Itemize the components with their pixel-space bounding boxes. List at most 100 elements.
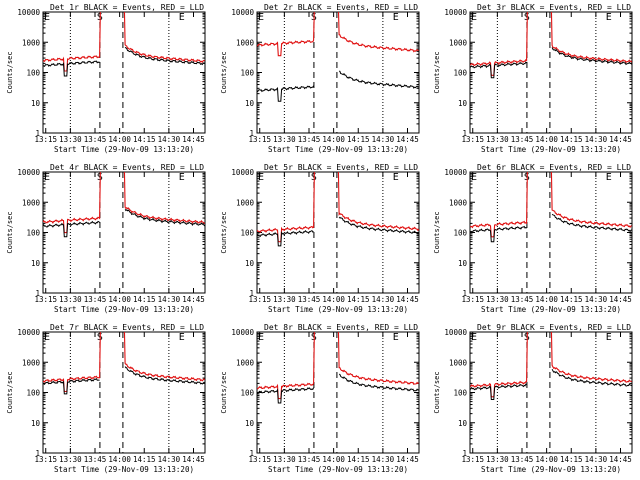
- x-tick-label: 14:30: [158, 135, 181, 144]
- y-tick-label: 10: [458, 419, 468, 428]
- x-tick-label: 14:00: [108, 295, 131, 304]
- x-tick-label: 13:15: [461, 295, 484, 304]
- panel-title: Det 3r BLACK = Events, RED = LLD: [477, 3, 631, 12]
- x-tick-label: 13:30: [273, 455, 296, 464]
- y-axis-label: Counts/sec: [220, 371, 228, 413]
- x-tick-label: 13:30: [486, 455, 509, 464]
- detector-panel: Det 4r BLACK = Events, RED = LLD Counts/s…: [6, 163, 206, 314]
- series-lld: [470, 172, 632, 238]
- x-tick-label: 13:45: [84, 295, 107, 304]
- panel-title: Det 5r BLACK = Events, RED = LLD: [264, 163, 418, 172]
- x-tick-label: 13:15: [461, 135, 484, 144]
- y-tick-label: 10: [458, 99, 468, 108]
- y-tick-label: 1000: [449, 38, 468, 47]
- y-tick-label: 10: [31, 259, 41, 268]
- left-marker: E: [258, 172, 264, 183]
- left-marker: E: [258, 12, 264, 23]
- detector-panel: Det 8r BLACK = Events, RED = LLD Counts/s…: [220, 323, 420, 474]
- x-tick-label: 14:00: [322, 295, 345, 304]
- x-tick-label: 13:15: [34, 135, 57, 144]
- y-axis-label: Counts/sec: [6, 211, 14, 253]
- y-tick-label: 1000: [449, 358, 468, 367]
- x-tick-label: 13:30: [486, 135, 509, 144]
- detector-panel: Det 9r BLACK = Events, RED = LLD Counts/s…: [433, 323, 633, 474]
- y-tick-label: 1000: [236, 358, 255, 367]
- y-tick-label: 10: [245, 99, 255, 108]
- y-tick-label: 100: [26, 389, 40, 398]
- x-tick-label: 14:30: [372, 295, 395, 304]
- y-tick-label: 1: [249, 129, 254, 138]
- x-tick-label: 14:00: [322, 455, 345, 464]
- y-tick-label: 1000: [22, 198, 41, 207]
- y-axis-label: Counts/sec: [220, 51, 228, 93]
- y-tick-label: 100: [26, 69, 40, 78]
- x-tick-label: 14:45: [609, 295, 632, 304]
- y-tick-label: 100: [453, 69, 467, 78]
- end-marker: E: [393, 332, 399, 343]
- y-axis-label: Counts/sec: [6, 371, 14, 413]
- x-tick-label: 14:45: [609, 455, 632, 464]
- detector-panel: Det 2r BLACK = Events, RED = LLD Counts/s…: [220, 3, 420, 154]
- y-tick-label: 10000: [444, 168, 467, 177]
- x-tick-label: 14:15: [560, 295, 583, 304]
- end-marker: E: [393, 172, 399, 183]
- panel-title: Det 2r BLACK = Events, RED = LLD: [264, 3, 418, 12]
- x-axis-label: Start Time (29-Nov-09 13:13:20): [54, 465, 194, 474]
- left-marker: E: [44, 12, 50, 23]
- x-tick-label: 13:45: [511, 135, 534, 144]
- y-axis-label: Counts/sec: [433, 371, 441, 413]
- detector-panel: Det 7r BLACK = Events, RED = LLD Counts/s…: [6, 323, 206, 474]
- x-tick-label: 14:45: [396, 455, 419, 464]
- left-marker: E: [471, 172, 477, 183]
- x-tick-label: 14:30: [585, 295, 608, 304]
- x-tick-label: 13:45: [511, 455, 534, 464]
- y-tick-label: 100: [240, 69, 254, 78]
- x-tick-label: 13:15: [461, 455, 484, 464]
- x-tick-label: 13:30: [273, 295, 296, 304]
- series-lld: [43, 332, 205, 393]
- end-marker: E: [179, 332, 185, 343]
- detector-panel: Det 3r BLACK = Events, RED = LLD Counts/s…: [433, 3, 633, 154]
- x-tick-label: 13:30: [273, 135, 296, 144]
- x-tick-label: 14:45: [182, 295, 205, 304]
- y-tick-label: 1: [35, 129, 40, 138]
- x-tick-label: 14:00: [535, 455, 558, 464]
- y-tick-label: 100: [453, 229, 467, 238]
- y-tick-label: 100: [240, 389, 254, 398]
- series-lld: [257, 332, 419, 400]
- series-lld: [470, 12, 632, 76]
- y-tick-label: 1: [462, 289, 467, 298]
- x-tick-label: 14:15: [347, 455, 370, 464]
- series-events: [470, 213, 632, 243]
- series-events: [470, 368, 632, 400]
- detector-panel: Det 1r BLACK = Events, RED = LLD Counts/s…: [6, 3, 206, 154]
- detector-panel: Det 5r BLACK = Events, RED = LLD Counts/s…: [220, 163, 420, 314]
- x-tick-label: 14:30: [585, 135, 608, 144]
- end-marker: E: [179, 172, 185, 183]
- y-tick-label: 1: [35, 289, 40, 298]
- left-marker: E: [471, 332, 477, 343]
- y-tick-label: 10: [31, 419, 41, 428]
- series-events: [43, 209, 205, 238]
- x-tick-label: 14:45: [182, 135, 205, 144]
- x-tick-label: 14:15: [133, 455, 156, 464]
- left-marker: E: [44, 172, 50, 183]
- x-tick-label: 13:45: [298, 135, 321, 144]
- panel-title: Det 7r BLACK = Events, RED = LLD: [50, 323, 204, 332]
- y-tick-label: 10: [245, 259, 255, 268]
- x-tick-label: 13:45: [298, 295, 321, 304]
- x-axis-label: Start Time (29-Nov-09 13:13:20): [54, 145, 194, 154]
- left-marker: E: [258, 332, 264, 343]
- y-tick-label: 10000: [17, 168, 40, 177]
- y-tick-label: 10000: [231, 328, 254, 337]
- panel-title: Det 6r BLACK = Events, RED = LLD: [477, 163, 631, 172]
- y-tick-label: 1: [462, 449, 467, 458]
- y-axis-label: Counts/sec: [433, 51, 441, 93]
- y-axis-label: Counts/sec: [433, 211, 441, 253]
- y-tick-label: 10000: [444, 328, 467, 337]
- x-tick-label: 14:45: [609, 135, 632, 144]
- x-tick-label: 14:00: [535, 295, 558, 304]
- end-marker: E: [606, 172, 612, 183]
- x-axis-label: Start Time (29-Nov-09 13:13:20): [268, 145, 408, 154]
